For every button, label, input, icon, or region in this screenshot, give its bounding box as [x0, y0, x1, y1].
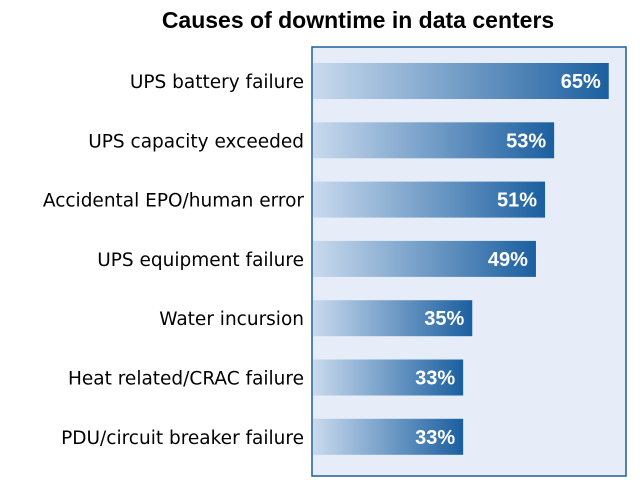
bar — [313, 300, 473, 337]
category-label: PDU/circuit breaker failure — [61, 428, 304, 449]
value-label: 33% — [415, 368, 455, 390]
category-label: UPS capacity exceeded — [88, 131, 304, 152]
bars-group: UPS battery failure 65% UPS capacity excee… — [43, 63, 609, 455]
bar — [313, 240, 536, 277]
value-label: 51% — [497, 190, 537, 212]
category-label: UPS battery failure — [130, 72, 304, 93]
value-label: 33% — [415, 427, 455, 449]
bar — [313, 63, 609, 99]
bar — [313, 359, 464, 396]
category-label: UPS equipment failure — [97, 250, 304, 271]
value-label: 65% — [561, 71, 601, 93]
category-label: Accidental EPO/human error — [43, 191, 305, 212]
bar — [313, 181, 546, 218]
value-label: 35% — [424, 308, 464, 330]
value-label: 49% — [488, 249, 528, 271]
value-label: 53% — [506, 130, 546, 152]
chart-title: Causes of downtime in data centers — [162, 7, 554, 33]
category-label: Water incursion — [159, 309, 304, 330]
category-label: Heat related/CRAC failure — [68, 369, 304, 390]
bar — [313, 122, 555, 159]
bar — [313, 418, 464, 455]
